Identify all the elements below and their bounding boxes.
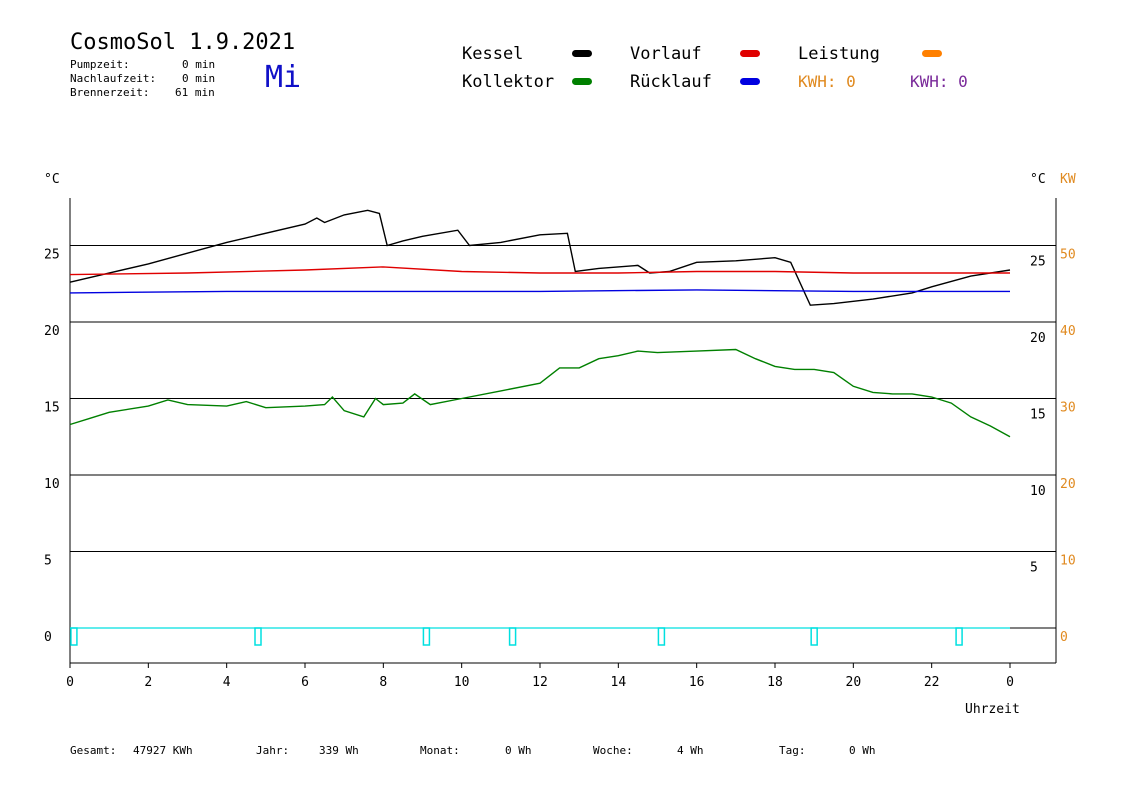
kwh-value-2: KWH: 0 [910, 72, 968, 91]
x-tick-label: 0 [66, 675, 74, 690]
footer-gesamt-label: Gesamt: [70, 744, 117, 757]
y-tick-label-right-temp: 5 [1030, 561, 1038, 576]
y-tick-label-left: 10 [44, 477, 60, 492]
y-tick-label-left: 20 [44, 324, 60, 339]
x-tick-label: 18 [767, 675, 783, 690]
y-tick-label-right-temp: 10 [1030, 484, 1046, 499]
x-tick-label: 6 [301, 675, 309, 690]
legend-vorlauf-label: Vorlauf [630, 44, 702, 64]
y-tick-label-left: 25 [44, 248, 60, 263]
legend-kessel-swatch [572, 50, 592, 57]
footer-jahr-label: Jahr: [256, 744, 290, 757]
right-axis-unit: °C [1030, 172, 1046, 187]
y-tick-label-right-kw: 20 [1060, 477, 1076, 492]
x-tick-label: 14 [611, 675, 627, 690]
series-line-rücklauf [69, 289, 1010, 294]
y-tick-label-right-kw: 30 [1060, 401, 1076, 416]
x-tick-label: 0 [1006, 675, 1014, 690]
y-tick-label-right-kw: 10 [1060, 554, 1076, 569]
y-tick-label-right-kw: 40 [1060, 324, 1076, 339]
x-tick-label: 22 [924, 675, 940, 690]
leistung-pulse [657, 627, 666, 646]
chart-title: CosmoSol 1.9.2021 [70, 30, 296, 55]
legend-leistung-swatch [922, 50, 942, 57]
left-axis-unit: °C [44, 172, 60, 187]
legend-ruecklauf-label: Rücklauf [630, 72, 712, 92]
y-tick-label-left: 0 [44, 630, 52, 645]
x-tick-label: 8 [379, 675, 387, 690]
footer-tag-label: Tag: [779, 744, 806, 757]
footer-jahr-value: 339 Wh [319, 744, 359, 757]
stat-pump-value: 0 min [182, 58, 216, 71]
y-tick-label-right-temp: 25 [1030, 255, 1046, 270]
x-tick-label: 16 [689, 675, 705, 690]
leistung-pulse [70, 627, 78, 646]
y-tick-label-right-temp: 15 [1030, 408, 1046, 423]
leistung-pulse [508, 627, 517, 646]
x-axis-label: Uhrzeit [965, 702, 1020, 717]
footer-gesamt-value: 47927 KWh [133, 744, 193, 757]
legend-ruecklauf-swatch [740, 78, 760, 85]
stat-brenner-label: Brennerzeit: [70, 86, 150, 99]
footer-woche-label: Woche: [593, 744, 633, 757]
leistung-pulse [955, 627, 963, 646]
y-tick-label-right-temp: 20 [1030, 331, 1046, 346]
leistung-pulse [422, 627, 431, 646]
stat-pump-label: Pumpzeit: [70, 58, 130, 71]
stat-brenner-value: 61 min [175, 86, 215, 99]
legend-vorlauf-swatch [740, 50, 760, 57]
footer-woche-value: 4 Wh [677, 744, 704, 757]
legend-kollektor-swatch [572, 78, 592, 85]
series-line-vorlauf [69, 266, 1010, 276]
x-tick-label: 20 [846, 675, 862, 690]
y-tick-label-left: 5 [44, 554, 52, 569]
leistung-pulse [810, 627, 818, 646]
legend-leistung-label: Leistung [798, 44, 880, 64]
stat-nachlauf-value: 0 min [182, 72, 216, 85]
footer-tag-value: 0 Wh [849, 744, 876, 757]
y-tick-label-left: 15 [44, 401, 60, 416]
y-tick-label-right-kw: 0 [1060, 630, 1068, 645]
kwh-value-1: KWH: 0 [798, 72, 856, 91]
x-tick-label: 10 [454, 675, 470, 690]
stat-nachlauf-label: Nachlaufzeit: [70, 72, 157, 85]
legend-kollektor-label: Kollektor [462, 72, 555, 92]
weekday-label: Mi [265, 60, 302, 95]
series-line-kessel [69, 209, 1011, 306]
legend-kessel-label: Kessel [462, 44, 524, 64]
x-tick-label: 2 [144, 675, 152, 690]
x-tick-label: 4 [223, 675, 231, 690]
footer-monat-label: Monat: [420, 744, 460, 757]
footer-monat-value: 0 Wh [505, 744, 532, 757]
x-tick-label: 12 [532, 675, 548, 690]
right-axis-unit-kw: KW [1060, 172, 1076, 187]
leistung-pulse [254, 627, 262, 646]
y-tick-label-right-kw: 50 [1060, 248, 1076, 263]
series-line-kollektor [69, 348, 1011, 438]
